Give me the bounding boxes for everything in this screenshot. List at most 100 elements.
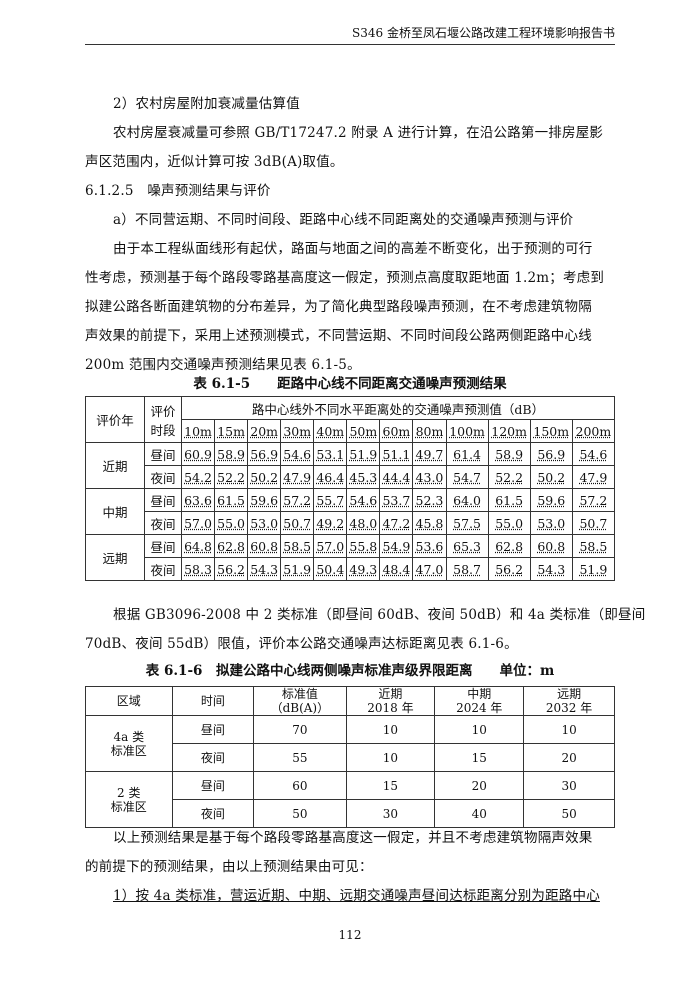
value-cell: 50.4: [313, 557, 348, 581]
year-cell: 中期: [85, 488, 145, 535]
value-cell: 58.9: [487, 442, 531, 466]
value-cell: 46.4: [313, 465, 348, 489]
value-cell: 61.5: [214, 488, 249, 512]
value-cell: 60.9: [180, 442, 216, 466]
value-cell: 51.9: [280, 557, 315, 581]
value-cell: 43.0: [412, 465, 447, 489]
header-cell: 中期 2024 年: [434, 686, 525, 716]
value-cell: 54.2: [180, 465, 216, 489]
value-cell: 47.2: [379, 511, 414, 535]
distance-header: 40m: [313, 419, 348, 443]
value-cell: 57.0: [313, 534, 348, 558]
distance-header: 120m: [487, 419, 531, 443]
header-cell: 评价年: [85, 396, 145, 443]
paragraph-line: 性考虑，预测基于每个路段零路基高度这一假定，预测点高度取距地面 1.2m；考虑到: [85, 270, 605, 286]
year-cell: 近期: [85, 442, 145, 489]
value-cell: 53.6: [412, 534, 447, 558]
table-row: 夜间 55 10 15 20: [86, 743, 615, 772]
value-cell: 58.9: [214, 442, 249, 466]
standard-distance-table: 区域 时间 标准值 （dB(A)） 近期 2018 年中期 2024 年远期 2032 年 4a…: [85, 686, 615, 828]
zone-cell: 2 类标准区: [85, 771, 173, 828]
value-cell: 56.9: [529, 442, 573, 466]
value-cell: 40: [434, 799, 525, 828]
header-cell: 标准值 （dB(A)）: [253, 686, 347, 716]
value-cell: 49.2: [313, 511, 348, 535]
value-cell: 53.7: [379, 488, 414, 512]
value-cell: 64.8: [180, 534, 216, 558]
paragraph-line: 200m 范围内交通噪声预测结果见表 6.1-5。: [85, 357, 361, 373]
value-cell: 54.6: [571, 442, 616, 466]
value-cell: 57.5: [445, 511, 489, 535]
value-cell: 10: [523, 715, 615, 744]
table1-caption: 表 6.1-5 距路中心线不同距离交通噪声预测结果: [193, 376, 507, 392]
value-cell: 30: [345, 799, 436, 828]
value-cell: 10: [434, 715, 525, 744]
header-cell: 远期 2032 年: [523, 686, 615, 716]
value-cell: 45.8: [412, 511, 447, 535]
value-cell: 10: [345, 715, 436, 744]
value-cell: 44.4: [379, 465, 414, 489]
value-cell: 49.3: [346, 557, 381, 581]
header-cell: 时间: [171, 686, 255, 716]
value-cell: 61.4: [445, 442, 489, 466]
period-cell: 昼间: [144, 442, 182, 466]
period-cell: 昼间: [144, 534, 182, 558]
value-cell: 15: [434, 743, 525, 772]
value-cell: 50: [253, 799, 347, 828]
time-cell: 昼间: [171, 715, 255, 744]
paragraph-line: 声区范围内，近似计算可按 3dB(A)取值。: [85, 154, 344, 170]
table-row: 2 类标准区 昼间 60 15 20 30: [85, 771, 615, 828]
value-cell: 54.6: [280, 442, 315, 466]
value-cell: 30: [523, 771, 615, 800]
paragraph-line: a）不同营运期、不同时间段、距路中心线不同距离处的交通噪声预测与评价: [113, 212, 574, 228]
value-cell: 56.2: [487, 557, 531, 581]
value-cell: 52.3: [412, 488, 447, 512]
value-cell: 49.7: [412, 442, 447, 466]
value-cell: 57.2: [571, 488, 616, 512]
distance-header: 10m: [180, 419, 216, 443]
value-cell: 54.3: [529, 557, 573, 581]
value-cell: 52.2: [214, 465, 249, 489]
value-cell: 61.5: [487, 488, 531, 512]
paragraph-line: 70dB、夜间 55dB）限值，评价本公路交通噪声达标距离见表 6.1-6。: [85, 636, 518, 652]
value-cell: 54.7: [445, 465, 489, 489]
header-row: 评价年 评价时段 路中心线外不同水平距离处的交通噪声预测值（dB）: [85, 396, 615, 443]
year-cell: 远期: [85, 534, 145, 581]
page-number: 112: [338, 928, 362, 942]
value-cell: 45.3: [346, 465, 381, 489]
period-cell: 夜间: [144, 465, 182, 489]
value-cell: 59.6: [529, 488, 573, 512]
table-row: 4a 类标准区 昼间 70 10 10 10: [85, 715, 615, 772]
paragraph-line: 的前提下的预测结果，由以上预测结果由可见：: [85, 859, 373, 875]
table-row: 近期 昼间 60.9 58.9 56.9 54.6 53.1 51.9 51.1 49.7 61.4…: [85, 442, 616, 489]
header-row: 10m 15m 20m 30m 40m 50m 60m 80m 100m 120m 150m 200m: [86, 419, 616, 443]
value-cell: 50.7: [571, 511, 616, 535]
paragraph-line: 声效果的前提下，采用上述预测模式，不同营运期、不同时间段公路两侧距路中心线: [85, 328, 592, 344]
value-cell: 62.8: [487, 534, 531, 558]
value-cell: 59.6: [247, 488, 282, 512]
table-row: 夜间 58.3 56.2 54.3 51.9 50.4 49.3 48.4 47.0 58.7 56…: [86, 557, 616, 581]
value-cell: 65.3: [445, 534, 489, 558]
paragraph-line: 以上预测结果是基于每个路段零路基高度这一假定，并且不考虑建筑物隔声效果: [113, 830, 593, 846]
running-header: S346 金桥至凤石堰公路改建工程环境影响报告书: [352, 26, 615, 40]
section-heading: 6.1.2.5 噪声预测结果与评价: [85, 183, 271, 199]
distance-header: 80m: [412, 419, 447, 443]
value-cell: 10: [345, 743, 436, 772]
distance-header: 150m: [529, 419, 573, 443]
noise-prediction-table: 评价年 评价时段 路中心线外不同水平距离处的交通噪声预测值（dB） 10m 15m 20m…: [85, 396, 616, 581]
value-cell: 51.9: [346, 442, 381, 466]
value-cell: 55.8: [346, 534, 381, 558]
value-cell: 47.9: [571, 465, 616, 489]
value-cell: 47.9: [280, 465, 315, 489]
value-cell: 57.2: [280, 488, 315, 512]
value-cell: 50.2: [529, 465, 573, 489]
time-cell: 昼间: [171, 771, 255, 800]
value-cell: 47.0: [412, 557, 447, 581]
value-cell: 58.5: [571, 534, 616, 558]
header-cell: 路中心线外不同水平距离处的交通噪声预测值（dB）: [181, 396, 615, 420]
header-cell: 近期 2018 年: [345, 686, 436, 716]
value-cell: 48.0: [346, 511, 381, 535]
value-cell: 58.5: [280, 534, 315, 558]
value-cell: 53.0: [247, 511, 282, 535]
value-cell: 50: [523, 799, 615, 828]
